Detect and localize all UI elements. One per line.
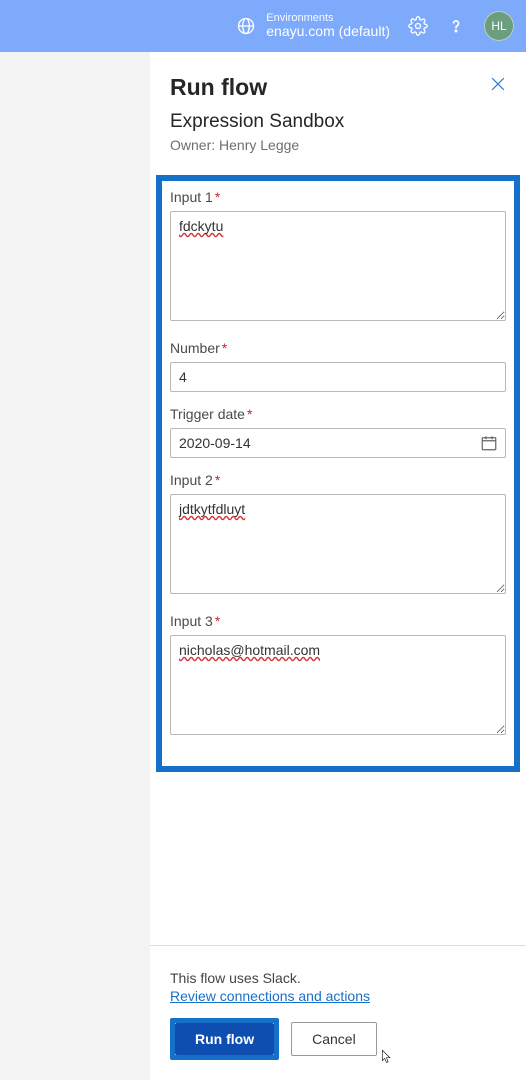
field-input3: Input 3* [170, 613, 506, 740]
owner-line: Owner: Henry Legge [170, 137, 506, 153]
environment-value: enayu.com (default) [266, 24, 390, 39]
field-number: Number* [170, 340, 506, 392]
field-label: Input 2* [170, 472, 506, 488]
panel-header: Run flow Expression Sandbox Owner: Henry… [150, 52, 526, 163]
field-label: Input 3* [170, 613, 506, 629]
avatar[interactable]: HL [484, 11, 514, 41]
required-asterisk: * [222, 340, 227, 356]
run-flow-button[interactable]: Run flow [175, 1023, 274, 1055]
input1-textarea[interactable]: <span></span> [170, 211, 506, 321]
field-trigger-date: Trigger date* [170, 406, 506, 458]
required-asterisk: * [215, 472, 220, 488]
environment-text: Environments enayu.com (default) [266, 12, 390, 39]
environment-selector[interactable]: Environments enayu.com (default) [236, 12, 390, 39]
footer-info: This flow uses Slack. Review connections… [150, 945, 526, 1018]
review-connections-link[interactable]: Review connections and actions [170, 988, 370, 1004]
input2-textarea[interactable] [170, 494, 506, 594]
required-asterisk: * [215, 189, 220, 205]
run-flow-highlight: Run flow [170, 1018, 279, 1060]
close-icon[interactable] [488, 74, 508, 94]
input3-textarea[interactable] [170, 635, 506, 735]
form-scroll-area: Input 1* <span></span> Number* Trigger d… [150, 163, 526, 945]
globe-icon [236, 16, 256, 36]
field-input1: Input 1* <span></span> [170, 189, 506, 326]
form-container: Input 1* <span></span> Number* Trigger d… [156, 175, 520, 772]
number-input[interactable] [170, 362, 506, 392]
field-label: Trigger date* [170, 406, 506, 422]
cancel-button[interactable]: Cancel [291, 1022, 377, 1056]
uses-text: This flow uses Slack. [170, 970, 506, 986]
field-label: Input 1* [170, 189, 506, 205]
run-flow-panel: Run flow Expression Sandbox Owner: Henry… [150, 52, 526, 1080]
required-asterisk: * [215, 613, 220, 629]
top-bar: Environments enayu.com (default) HL [0, 0, 526, 52]
panel-title: Run flow [170, 74, 506, 101]
flow-name: Expression Sandbox [170, 111, 506, 133]
avatar-initials: HL [491, 19, 506, 33]
field-input2: Input 2* [170, 472, 506, 599]
trigger-date-input[interactable] [170, 428, 506, 458]
field-label: Number* [170, 340, 506, 356]
required-asterisk: * [247, 406, 252, 422]
button-row: Run flow Cancel [150, 1018, 526, 1080]
gear-icon[interactable] [408, 16, 428, 36]
help-icon[interactable] [446, 16, 466, 36]
environment-label: Environments [266, 12, 390, 24]
